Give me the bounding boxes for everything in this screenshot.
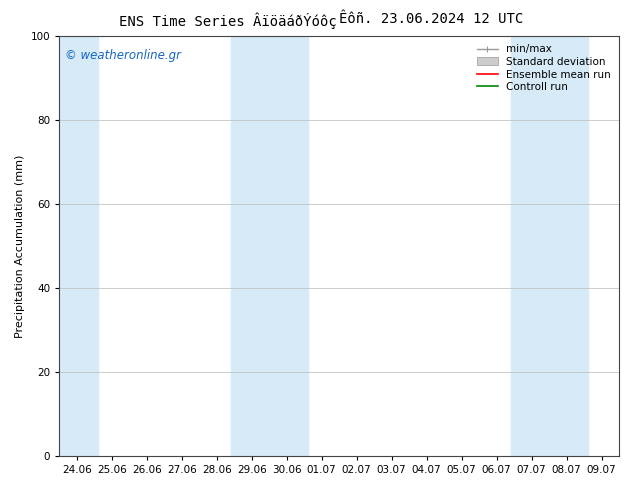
Text: ENS Time Series ÂïöäáðÝóôç: ENS Time Series ÂïöäáðÝóôç: [119, 12, 337, 29]
Text: Êôñ. 23.06.2024 12 UTC: Êôñ. 23.06.2024 12 UTC: [339, 12, 523, 26]
Legend: min/max, Standard deviation, Ensemble mean run, Controll run: min/max, Standard deviation, Ensemble me…: [472, 40, 615, 97]
Bar: [231, 36, 307, 456]
Bar: [510, 36, 588, 456]
Y-axis label: Precipitation Accumulation (mm): Precipitation Accumulation (mm): [15, 154, 25, 338]
Text: © weatheronline.gr: © weatheronline.gr: [65, 49, 181, 62]
Bar: [56, 36, 98, 456]
